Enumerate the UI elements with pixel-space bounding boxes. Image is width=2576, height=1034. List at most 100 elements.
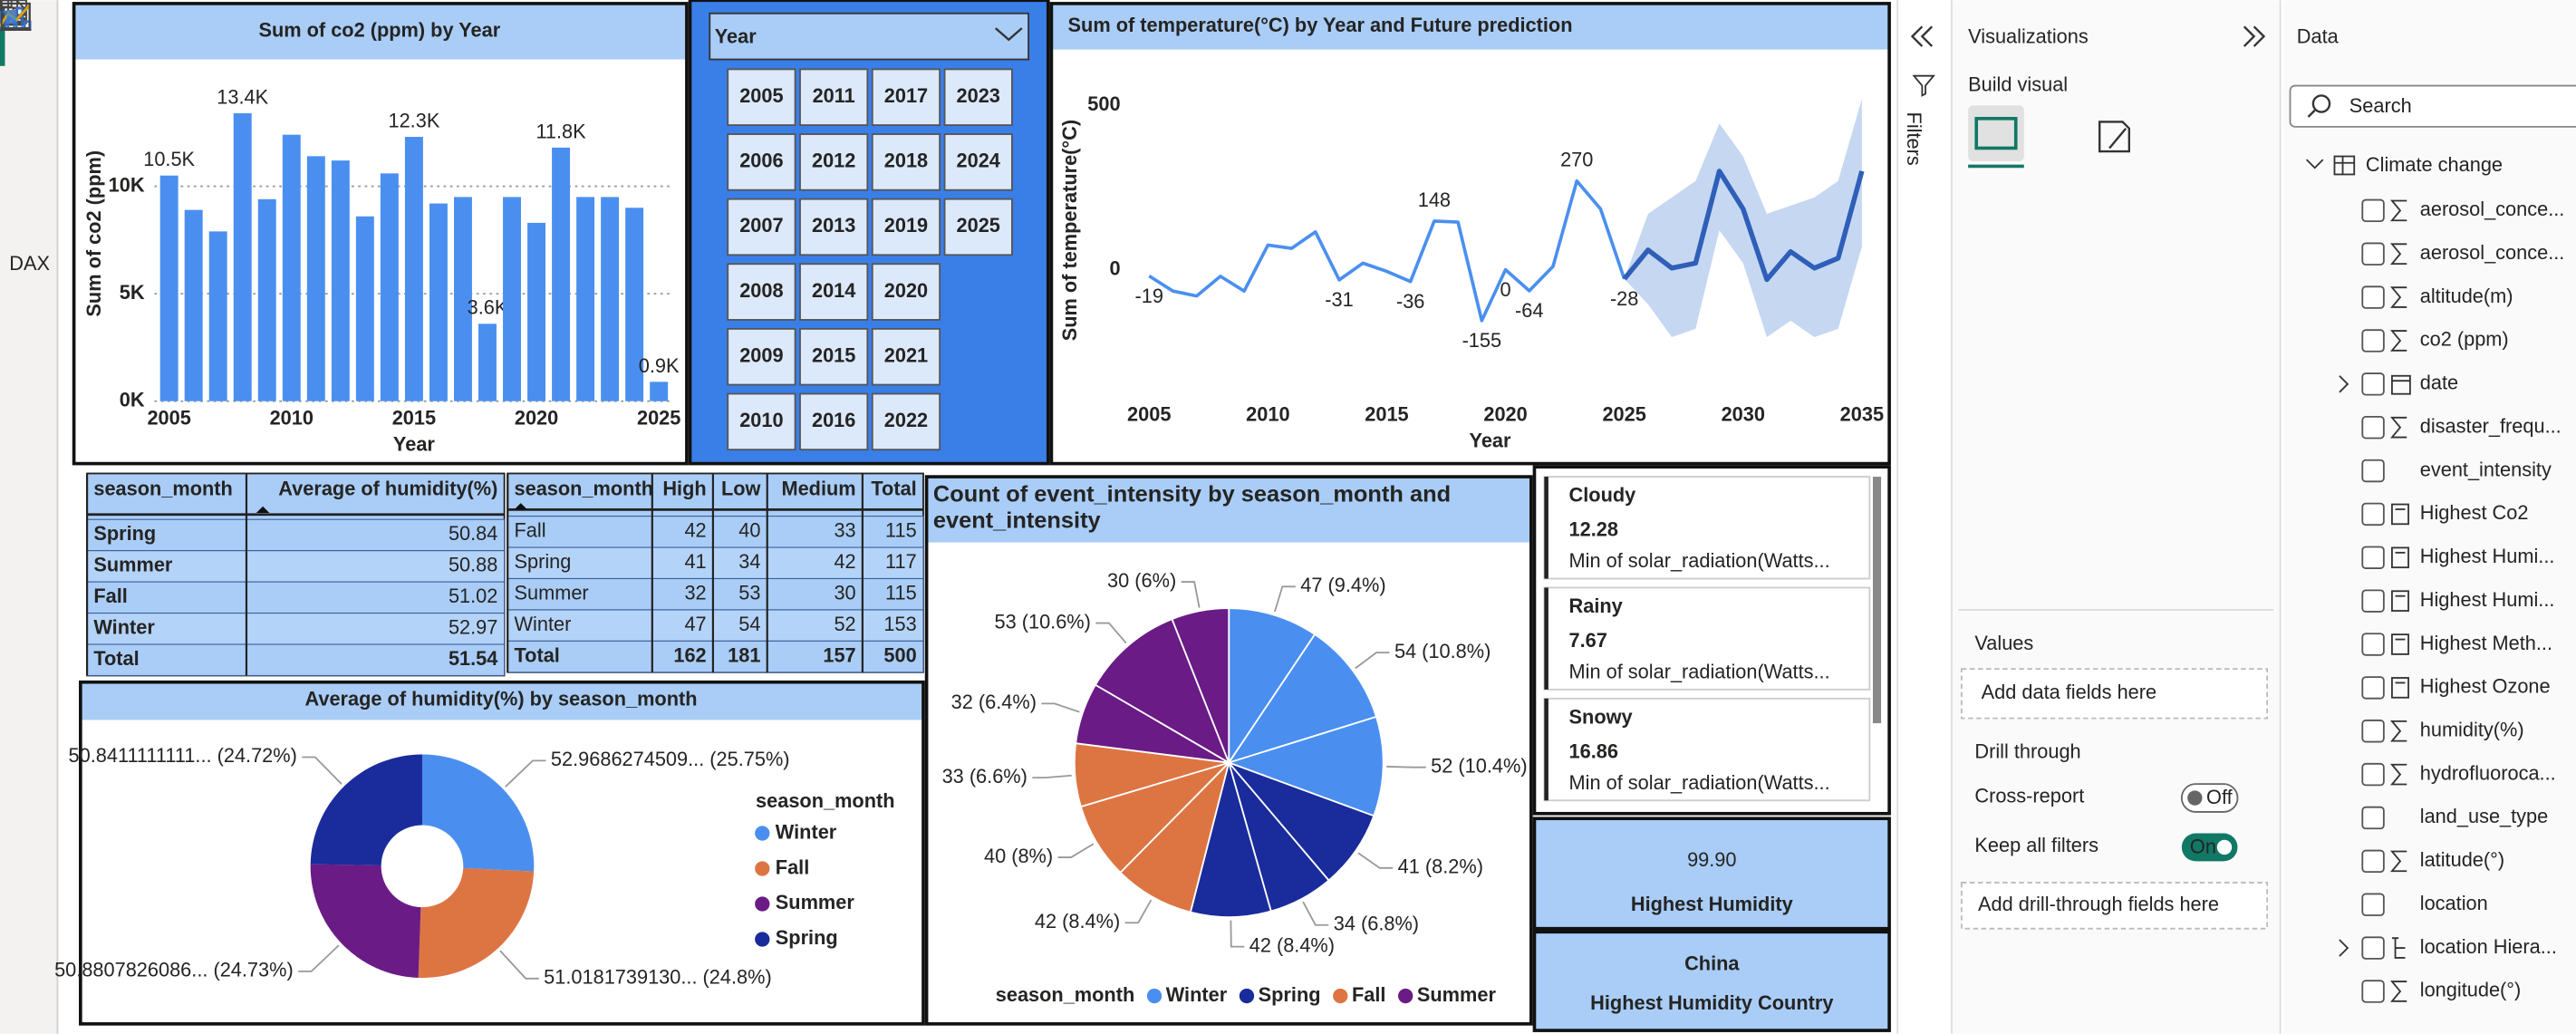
slicer-item[interactable]: 2024 xyxy=(957,150,1000,172)
slicer-item[interactable]: 2005 xyxy=(739,84,783,107)
slicer-item-box[interactable] xyxy=(871,68,941,126)
slicer-item-box[interactable] xyxy=(943,198,1013,256)
table-header: Total xyxy=(871,477,916,499)
collapse-icon[interactable] xyxy=(2243,25,2266,47)
slicer-item[interactable]: 2011 xyxy=(813,84,855,107)
drop-zone[interactable] xyxy=(1960,882,2269,930)
slicer-item[interactable]: 2023 xyxy=(957,84,1000,107)
slicer-item-box[interactable] xyxy=(799,263,869,321)
slicer-item-box[interactable] xyxy=(799,68,869,126)
table-cell: Fall xyxy=(93,585,127,607)
bar xyxy=(650,382,669,401)
y-tick-label: 10K xyxy=(109,173,145,196)
field-name: land_use_type xyxy=(2420,805,2549,827)
slicer-item[interactable]: 2022 xyxy=(884,409,928,431)
leader-line xyxy=(505,759,546,788)
table-cell: 50.88 xyxy=(449,554,497,576)
slicer-item[interactable]: 2009 xyxy=(739,343,783,366)
format-tab-icon[interactable] xyxy=(2098,121,2131,153)
field-checkbox[interactable] xyxy=(2361,936,2385,960)
slicer-item-box[interactable] xyxy=(871,133,941,191)
slicer-item[interactable]: 2008 xyxy=(739,279,783,302)
slicer-item-box[interactable] xyxy=(727,198,796,256)
slicer-item-box[interactable] xyxy=(871,263,941,321)
card-item xyxy=(1543,476,1871,580)
data-label: 148 xyxy=(1418,188,1451,211)
expand-icon[interactable] xyxy=(1910,25,1934,47)
search-icon xyxy=(2311,94,2331,113)
data-label: 13.4K xyxy=(217,85,268,108)
slicer-item-box[interactable] xyxy=(799,133,869,191)
field-checkbox[interactable] xyxy=(2361,720,2385,743)
nav-bar xyxy=(0,0,58,1034)
leader-line xyxy=(1041,702,1080,713)
slicer-item-box[interactable] xyxy=(799,392,869,451)
slicer-item-box[interactable] xyxy=(871,392,941,451)
field-checkbox[interactable] xyxy=(2361,459,2385,483)
slicer-item-box[interactable] xyxy=(727,133,796,191)
field-checkbox[interactable] xyxy=(2361,589,2385,613)
table-name: Climate change xyxy=(2366,153,2503,176)
card-item-value: 7.67 xyxy=(1569,629,1607,652)
table-header: High xyxy=(662,477,706,499)
slicer-header xyxy=(709,12,1029,61)
slicer-item[interactable]: 2010 xyxy=(739,409,783,431)
search-box[interactable] xyxy=(2289,84,2576,128)
slicer-item[interactable]: 2007 xyxy=(739,214,783,237)
tree-chevron[interactable] xyxy=(2339,939,2349,957)
slicer-item[interactable]: 2015 xyxy=(812,343,855,366)
slicer-item-box[interactable] xyxy=(727,327,796,386)
card-item xyxy=(1543,586,1871,691)
table-header: Low xyxy=(721,477,761,499)
tree-chevron[interactable] xyxy=(2306,159,2324,169)
slicer-item-box[interactable] xyxy=(871,327,941,386)
slicer-item-box[interactable] xyxy=(727,68,796,126)
slicer-item-box[interactable] xyxy=(727,263,796,321)
slicer-item[interactable]: 2014 xyxy=(812,279,855,302)
slicer-item-box[interactable] xyxy=(943,68,1013,126)
slicer-item[interactable]: 2025 xyxy=(957,214,1000,237)
slicer-dropdown-icon[interactable] xyxy=(994,27,1023,42)
field-checkbox[interactable] xyxy=(2361,372,2385,396)
table-cell: 52.97 xyxy=(449,616,497,639)
field-checkbox[interactable] xyxy=(2361,980,2385,1003)
slicer-item[interactable]: 2018 xyxy=(884,150,928,172)
slicer-item-box[interactable] xyxy=(799,198,869,256)
field-checkbox[interactable] xyxy=(2361,546,2385,569)
table-cell: 40 xyxy=(738,519,760,542)
drop-zone[interactable] xyxy=(1960,668,2269,720)
slice xyxy=(1226,715,1384,817)
slicer-item-box[interactable] xyxy=(871,198,941,256)
slicer-item-box[interactable] xyxy=(727,392,796,451)
field-checkbox[interactable] xyxy=(2361,415,2385,440)
field-checkbox[interactable] xyxy=(2361,329,2385,353)
field-checkbox[interactable] xyxy=(2361,198,2385,223)
slicer-item[interactable]: 2021 xyxy=(884,343,928,366)
slicer-item[interactable]: 2019 xyxy=(884,214,928,237)
data-label: 10.5K xyxy=(143,148,195,170)
kpi-value: 99.90 xyxy=(1687,848,1736,871)
slicer-item-box[interactable] xyxy=(943,133,1013,191)
tree-chevron[interactable] xyxy=(2339,375,2349,393)
field-checkbox[interactable] xyxy=(2361,806,2385,830)
field-icon-sum xyxy=(2389,763,2407,786)
field-checkbox[interactable] xyxy=(2361,285,2385,309)
slicer-item-box[interactable] xyxy=(799,327,869,386)
slicer-item[interactable]: 2017 xyxy=(884,84,928,107)
slicer-item[interactable]: 2006 xyxy=(739,150,783,172)
slicer-item[interactable]: 2012 xyxy=(812,150,855,172)
bar xyxy=(503,197,521,401)
field-checkbox[interactable] xyxy=(2361,676,2385,700)
slicer-item[interactable]: 2020 xyxy=(884,279,928,302)
field-checkbox[interactable] xyxy=(2361,849,2385,874)
field-checkbox[interactable] xyxy=(2361,502,2385,527)
leader-line xyxy=(1181,581,1201,608)
slicer-item[interactable]: 2016 xyxy=(812,409,855,431)
field-checkbox[interactable] xyxy=(2361,762,2385,787)
slicer-item[interactable]: 2013 xyxy=(812,214,855,237)
field-checkbox[interactable] xyxy=(2361,893,2385,916)
field-checkbox[interactable] xyxy=(2361,633,2385,656)
field-checkbox[interactable] xyxy=(2361,242,2385,266)
data-label: 51.0181739130... (24.8%) xyxy=(544,966,772,989)
card-item-caption: Min of solar_radiation(Watts... xyxy=(1569,549,1830,572)
